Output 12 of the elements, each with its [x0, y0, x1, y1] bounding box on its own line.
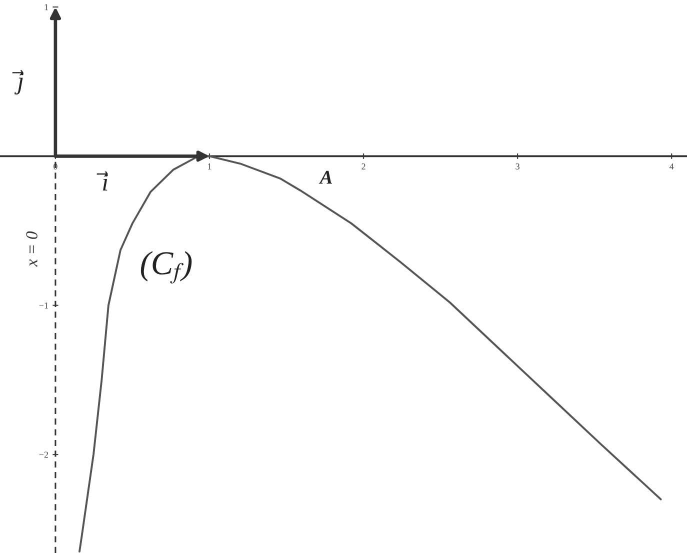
annotation: A	[318, 170, 332, 184]
y-tick-label: −2	[39, 452, 48, 458]
annotation: (C$_{f}$)	[140, 251, 192, 284]
y-tick-label: 1	[44, 4, 48, 10]
x-tick-label: 4	[670, 163, 674, 170]
x-tick-label: 2	[362, 163, 366, 170]
x-tick-label: 1	[208, 163, 212, 170]
annotation: i⃗	[96, 171, 108, 190]
y-tick-label: −1	[39, 302, 48, 308]
ref-line-label: x = 0	[26, 231, 38, 267]
x-tick-label: 3	[516, 163, 520, 170]
annotation: j⃗	[12, 70, 24, 95]
